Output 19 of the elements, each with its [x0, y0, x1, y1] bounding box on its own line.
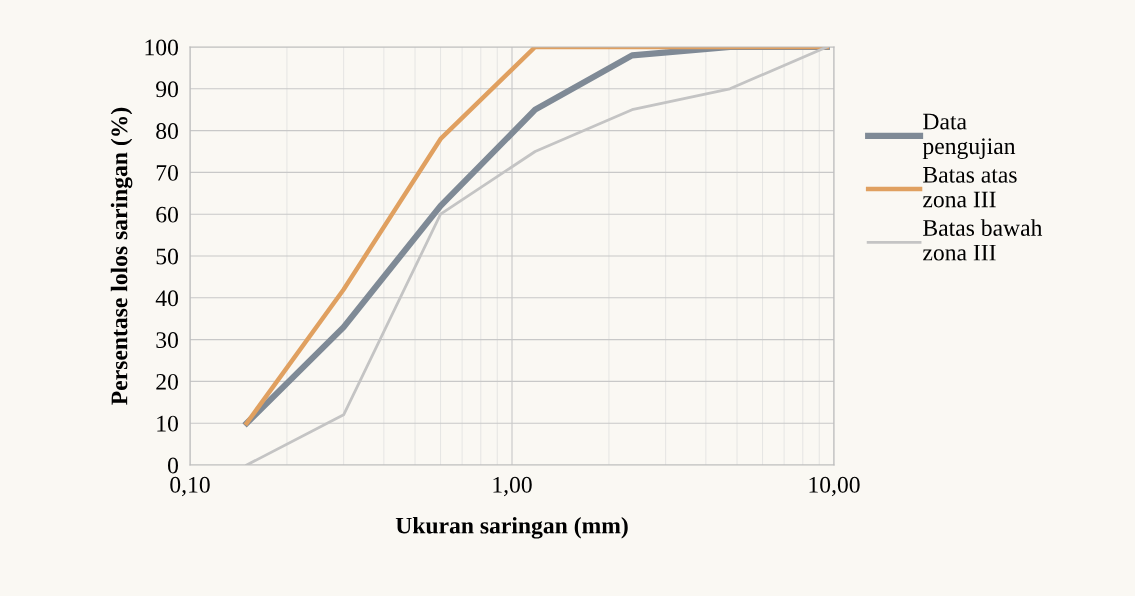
legend-label: Data pengujian	[922, 113, 1016, 160]
legend-label: Batas bawah zona III	[923, 219, 1043, 261]
y-tick-label: 100	[145, 39, 178, 56]
y-tick-label: 0	[167, 457, 178, 474]
y-tick-label: 70	[156, 164, 178, 181]
y-axis-title: Persentase lolos saringan (%)	[110, 107, 133, 405]
y-tick-label: 10	[157, 415, 178, 432]
y-tick-label: 20	[156, 373, 178, 390]
y-tick-label: 30	[156, 332, 178, 349]
x-tick-label: 0,10	[170, 476, 210, 497]
y-tick-label: 90	[156, 81, 178, 98]
x-tick-label: 10,00	[809, 476, 860, 497]
x-axis-title: Ukuran saringan (mm)	[395, 516, 628, 539]
y-tick-label: 80	[156, 123, 178, 140]
x-tick-label: 1,00	[493, 476, 532, 497]
y-tick-label: 60	[156, 206, 178, 223]
legend-label: Batas atas zona III	[923, 167, 1017, 208]
y-tick-label: 50	[156, 248, 178, 265]
y-tick-label: 40	[155, 290, 178, 307]
